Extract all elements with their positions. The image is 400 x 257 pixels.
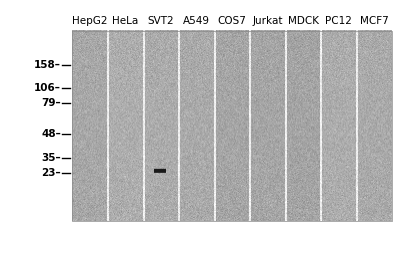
Text: HeLa: HeLa: [112, 16, 138, 26]
Text: Jurkat: Jurkat: [252, 16, 283, 26]
Text: PC12: PC12: [325, 16, 352, 26]
Text: MDCK: MDCK: [288, 16, 319, 26]
Text: 48–: 48–: [41, 128, 61, 139]
Text: 23–: 23–: [41, 169, 61, 178]
Text: A549: A549: [183, 16, 210, 26]
Text: 35–: 35–: [41, 153, 61, 163]
Text: 106–: 106–: [34, 83, 61, 93]
Text: MCF7: MCF7: [360, 16, 388, 26]
Text: 158–: 158–: [34, 60, 61, 70]
Text: 79–: 79–: [41, 98, 61, 108]
Text: SVT2: SVT2: [148, 16, 174, 26]
Bar: [72, 31, 392, 221]
Text: COS7: COS7: [218, 16, 246, 26]
Text: HepG2: HepG2: [72, 16, 108, 26]
